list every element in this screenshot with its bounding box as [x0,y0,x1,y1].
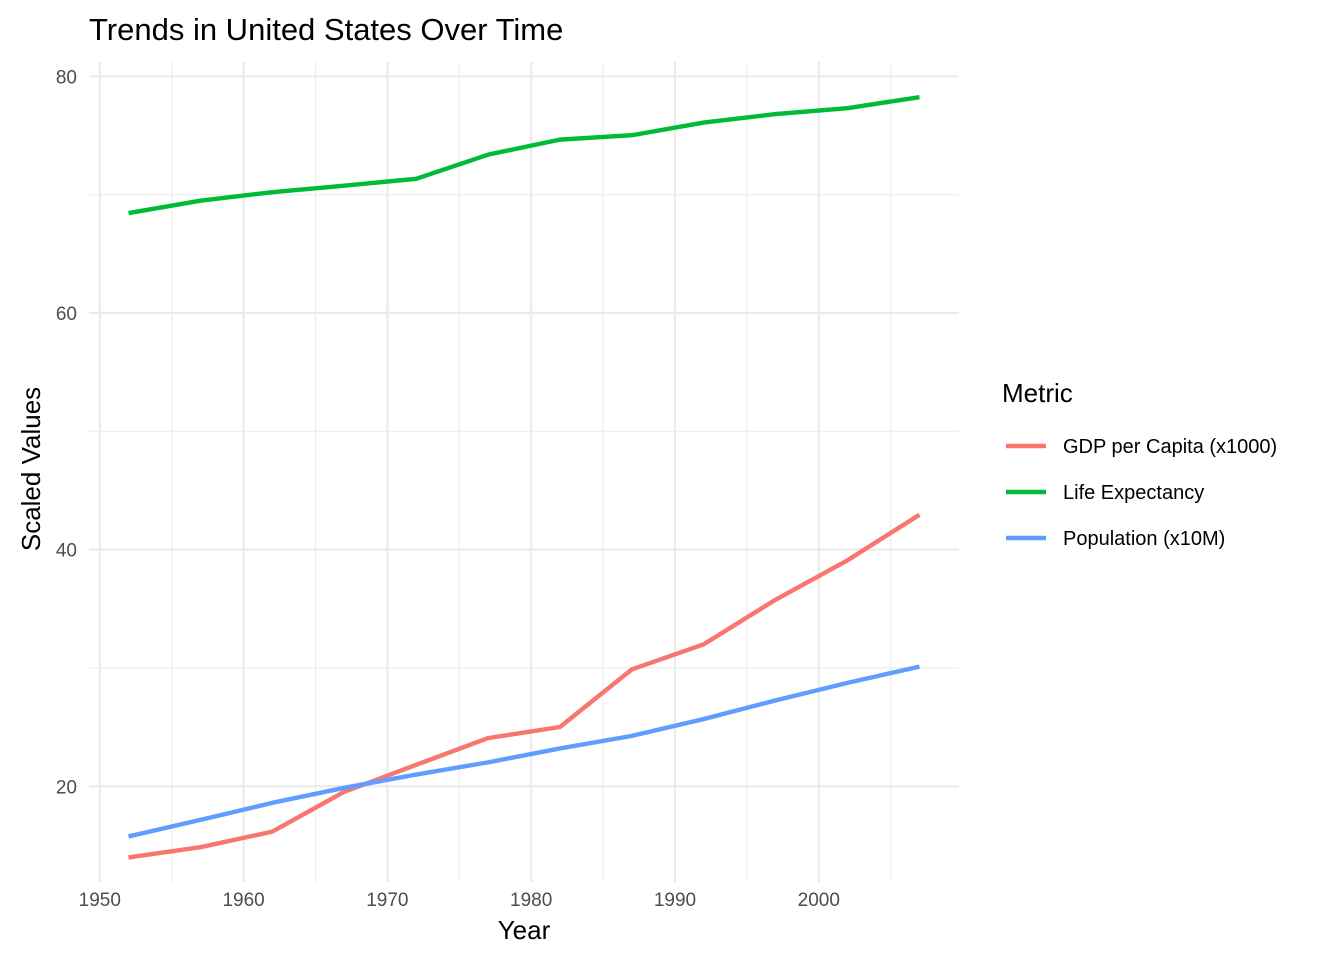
x-axis-title: Year [498,915,551,945]
series-line-gdp-per-capita-x1000 [128,512,921,860]
y-tick-label: 80 [56,67,77,88]
chart-title: Trends in United States Over Time [89,12,563,47]
x-tick-label: 1960 [222,890,264,911]
minor-gridlines [89,62,959,882]
y-tick-label: 40 [56,541,77,562]
y-axis-ticks: 20 40 60 80 [56,67,77,798]
series-line-life-expectancy [128,94,920,216]
legend-label: Population (x10M) [1063,528,1225,550]
legend: Metric GDP per Capita (x1000) Life Expect… [1002,378,1277,550]
legend-item-population-x10m: Population (x10M) [1006,528,1225,550]
x-tick-label: 1980 [510,890,552,911]
y-tick-label: 60 [56,304,77,325]
x-tick-label: 1950 [79,890,121,911]
series-line-population-x10m [128,664,920,839]
x-tick-label: 2000 [798,890,840,911]
x-tick-label: 1970 [366,890,408,911]
legend-label: GDP per Capita (x1000) [1063,436,1277,458]
major-gridlines [89,62,959,882]
x-tick-label: 1990 [654,890,696,911]
series-lines [128,94,921,860]
legend-label: Life Expectancy [1063,482,1204,504]
legend-title: Metric [1002,378,1073,408]
legend-items: GDP per Capita (x1000) Life Expectancy Pop… [1006,436,1277,550]
y-tick-label: 20 [56,777,77,798]
y-axis-title: Scaled Values [16,387,46,551]
x-axis-ticks: 1950 1960 1970 1980 1990 2000 [79,890,840,911]
legend-item-life-expectancy: Life Expectancy [1006,482,1204,504]
legend-item-gdp-per-capita-x1000: GDP per Capita (x1000) [1006,436,1277,458]
